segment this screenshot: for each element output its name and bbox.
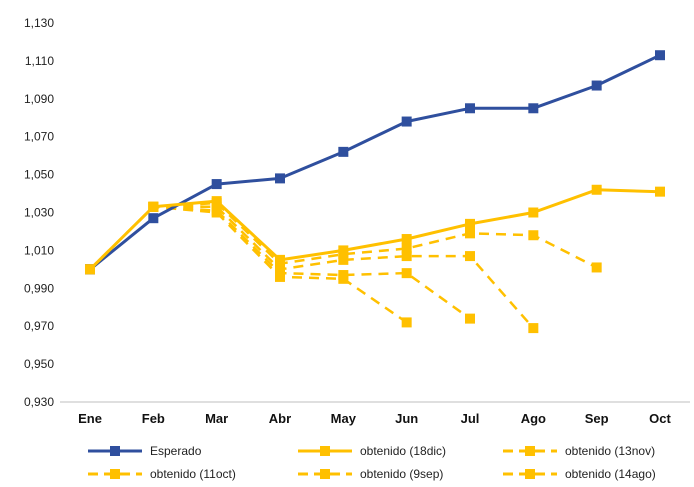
legend-swatch-marker — [525, 446, 535, 456]
legend-item: obtenido (11oct) — [88, 467, 236, 481]
y-tick-label: 1,010 — [24, 243, 54, 257]
legend-label: obtenido (14ago) — [565, 467, 656, 481]
data-point — [528, 230, 539, 241]
legend-swatch-marker — [110, 446, 120, 456]
data-point — [465, 103, 475, 114]
y-tick-label: 0,930 — [24, 395, 54, 409]
data-point — [401, 268, 412, 279]
data-point — [591, 262, 602, 273]
y-tick-label: 1,110 — [25, 54, 54, 68]
x-tick-label: Ago — [521, 411, 546, 426]
data-point — [528, 323, 539, 334]
legend-label: obtenido (13nov) — [565, 444, 655, 458]
x-axis: Ene Feb Mar Abr May Jun Jul Ago Sep Oct — [60, 401, 690, 426]
x-tick-label: Abr — [269, 411, 291, 426]
data-point — [275, 173, 285, 184]
x-tick-label: Jul — [461, 411, 480, 426]
data-point — [338, 254, 349, 265]
data-point — [211, 179, 222, 190]
x-tick-label: Mar — [205, 411, 228, 426]
legend-item: obtenido (9sep) — [298, 467, 443, 481]
series-5 — [85, 201, 412, 328]
legend-swatch-marker — [525, 469, 535, 479]
data-point — [465, 251, 475, 262]
legend-item: Esperado — [88, 444, 202, 458]
legend: Esperado obtenido (18dic) obtenido (13nov)… — [88, 444, 656, 481]
data-point — [275, 254, 285, 265]
data-point — [338, 245, 349, 256]
y-axis: 0,930 0,950 0,970 0,990 1,010 1,030 1,050 1,070… — [24, 16, 54, 409]
legend-swatch-marker — [320, 469, 330, 479]
data-point — [591, 184, 602, 195]
y-tick-label: 0,950 — [24, 357, 54, 371]
legend-swatch-marker — [320, 446, 330, 456]
legend-item: obtenido (13nov) — [503, 444, 655, 458]
x-tick-label: Sep — [585, 411, 609, 426]
data-point — [275, 271, 285, 282]
data-point — [401, 243, 412, 254]
legend-label: obtenido (11oct) — [150, 467, 236, 481]
y-tick-label: 1,070 — [24, 130, 54, 144]
data-point — [338, 273, 349, 284]
data-point — [211, 196, 222, 207]
legend-item: obtenido (18dic) — [298, 444, 446, 458]
series-group — [85, 50, 665, 334]
data-point — [211, 207, 222, 218]
data-point — [401, 251, 412, 262]
legend-item: obtenido (14ago) — [503, 467, 656, 481]
series-0 — [85, 50, 665, 275]
x-tick-label: Jun — [395, 411, 418, 426]
data-point — [401, 116, 412, 127]
data-point — [465, 228, 475, 239]
legend-label: Esperado — [150, 444, 202, 458]
x-tick-label: Feb — [142, 411, 165, 426]
data-point — [655, 50, 665, 61]
series-line — [89, 205, 535, 329]
y-tick-label: 1,030 — [24, 206, 54, 220]
x-tick-label: Oct — [649, 411, 671, 426]
data-point — [401, 317, 412, 328]
y-tick-label: 0,990 — [24, 281, 54, 295]
data-point — [465, 313, 475, 324]
data-point — [528, 207, 539, 218]
data-point — [338, 146, 349, 157]
series-1 — [85, 184, 665, 275]
series-line — [89, 53, 661, 271]
data-point — [655, 186, 665, 197]
legend-swatch-marker — [110, 469, 120, 479]
data-point — [528, 103, 539, 114]
y-tick-label: 0,970 — [24, 319, 54, 333]
series-line — [88, 188, 661, 271]
data-point — [148, 213, 159, 224]
data-point — [148, 201, 159, 212]
y-tick-label: 1,130 — [24, 16, 54, 30]
x-tick-label: May — [331, 411, 357, 426]
data-point — [401, 234, 412, 245]
y-tick-label: 1,050 — [24, 168, 54, 182]
legend-label: obtenido (9sep) — [360, 467, 443, 481]
y-tick-label: 1,090 — [24, 92, 54, 106]
legend-label: obtenido (18dic) — [360, 444, 446, 458]
data-point — [465, 218, 475, 229]
data-point — [591, 80, 602, 91]
x-tick-label: Ene — [78, 411, 102, 426]
data-point — [85, 264, 95, 275]
